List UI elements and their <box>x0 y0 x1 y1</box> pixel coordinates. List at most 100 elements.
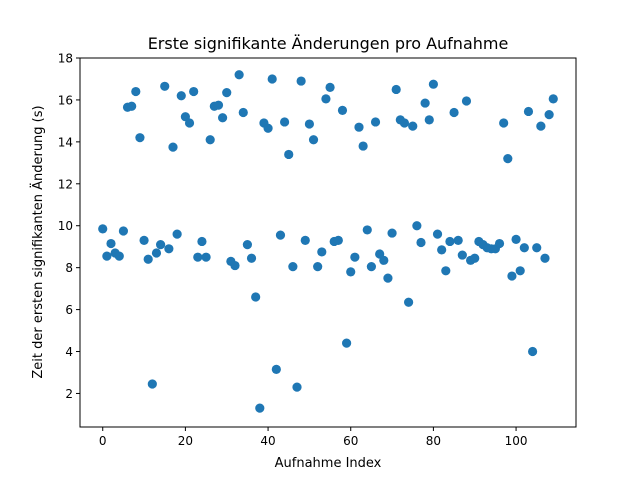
data-point <box>308 135 319 145</box>
data-point <box>98 224 108 234</box>
data-point <box>412 221 422 231</box>
y-tick-label: 6 <box>65 303 73 317</box>
data-point <box>102 251 112 261</box>
data-point <box>420 98 430 108</box>
data-point <box>176 91 186 101</box>
data-point <box>143 254 153 264</box>
data-point <box>528 346 538 357</box>
data-point <box>383 273 393 283</box>
data-point <box>114 251 124 261</box>
data-point <box>197 236 207 247</box>
data-point <box>292 382 302 392</box>
y-tick-label: 18 <box>58 52 73 66</box>
x-tick-label: 80 <box>426 434 441 448</box>
data-point <box>242 240 252 250</box>
data-point <box>255 403 265 413</box>
data-point <box>131 86 141 97</box>
data-point <box>432 229 443 239</box>
data-point <box>321 94 331 104</box>
data-point <box>540 253 550 263</box>
data-point <box>168 142 178 152</box>
data-point <box>300 235 310 245</box>
data-point <box>511 234 521 244</box>
y-tick-label: 12 <box>58 177 73 191</box>
plot-frame <box>79 57 577 428</box>
data-point <box>127 101 137 111</box>
data-point <box>404 297 414 307</box>
data-point <box>408 121 418 131</box>
data-point <box>391 84 401 95</box>
x-tick-label: 0 <box>99 434 107 448</box>
y-tick-label: 14 <box>58 135 73 149</box>
data-point <box>507 271 517 281</box>
x-axis-ticks: 0 20 40 60 80 100 <box>99 427 528 448</box>
data-point <box>263 123 273 133</box>
data-point <box>366 262 376 272</box>
chart-title: Erste signifikante Änderungen pro Aufnah… <box>148 34 509 53</box>
data-point <box>370 117 381 127</box>
data-point <box>424 115 434 125</box>
data-point <box>445 236 455 247</box>
data-point <box>251 292 261 302</box>
data-point <box>354 122 364 132</box>
data-point <box>428 79 438 89</box>
data-point <box>238 107 248 118</box>
data-point <box>515 266 525 276</box>
data-point <box>222 87 232 98</box>
y-axis-label: Zeit der ersten signifikanten Änderung (… <box>30 105 46 378</box>
data-point <box>189 86 199 97</box>
data-point <box>156 240 166 250</box>
data-point <box>213 100 224 110</box>
data-point <box>532 243 542 253</box>
data-point <box>230 260 240 271</box>
data-point <box>201 252 211 262</box>
data-point <box>350 252 360 262</box>
data-point <box>317 247 327 257</box>
data-point <box>160 81 170 91</box>
data-point <box>536 121 546 131</box>
data-point <box>288 262 298 272</box>
data-point <box>457 250 467 260</box>
data-point <box>147 379 157 389</box>
data-point <box>271 364 281 374</box>
data-point <box>275 230 286 240</box>
data-point <box>437 245 447 255</box>
data-point <box>523 106 534 117</box>
data-point <box>503 154 513 164</box>
data-point <box>151 248 162 258</box>
data-point <box>499 118 509 128</box>
data-point <box>519 243 529 253</box>
data-point <box>449 107 459 118</box>
data-point <box>461 96 472 106</box>
data-point <box>362 225 372 235</box>
x-tick-label: 20 <box>178 434 193 448</box>
y-tick-label: 16 <box>58 93 73 107</box>
data-point <box>358 141 368 151</box>
data-point <box>193 252 203 262</box>
data-point <box>313 262 323 272</box>
data-point <box>441 266 451 276</box>
data-point <box>379 255 389 265</box>
data-point <box>416 237 426 248</box>
data-point <box>135 133 145 143</box>
data-point <box>164 244 174 254</box>
x-tick-label: 100 <box>505 434 528 448</box>
data-point <box>106 238 116 249</box>
data-point <box>280 117 290 127</box>
data-point <box>333 235 343 245</box>
data-point <box>184 118 195 128</box>
y-tick-label: 4 <box>65 345 73 359</box>
data-point <box>470 253 480 263</box>
data-points <box>98 70 558 413</box>
data-point <box>342 338 352 348</box>
data-point <box>218 113 228 123</box>
y-tick-label: 10 <box>58 219 73 233</box>
data-point <box>325 82 335 92</box>
data-point <box>246 253 257 263</box>
data-point <box>234 70 244 80</box>
data-point <box>304 119 314 129</box>
y-axis-ticks: 2 4 6 8 10 12 14 16 18 <box>58 52 80 401</box>
x-axis-label: Aufnahme Index <box>275 456 382 471</box>
